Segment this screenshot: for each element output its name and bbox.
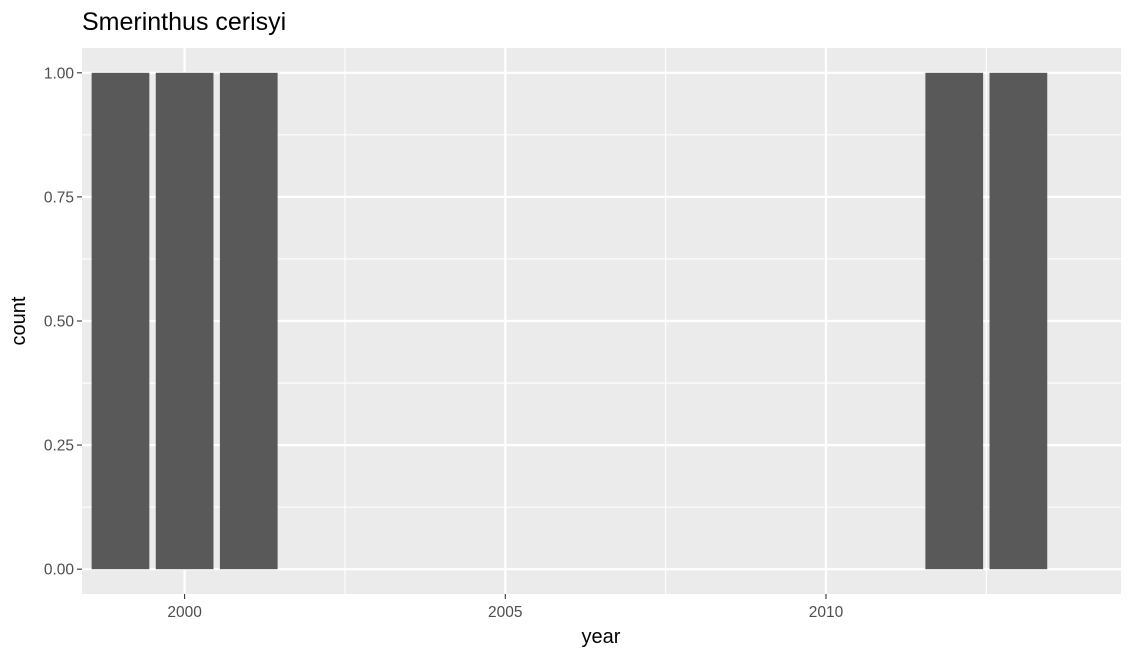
x-tick-label: 2010 (809, 604, 844, 621)
bar (219, 72, 278, 570)
y-tick-label: 1.00 (44, 65, 75, 82)
x-tick-label: 2005 (488, 604, 522, 621)
bars (91, 72, 1048, 570)
y-tick-label: 0.25 (44, 438, 74, 455)
x-axis-title: year (582, 626, 621, 648)
x-axis: 2000 2005 2010 (167, 594, 844, 621)
y-tick-label: 0.50 (44, 314, 75, 331)
x-tick-label: 2000 (167, 604, 202, 621)
chart-title: Smerinthus cerisyi (82, 8, 286, 36)
bar (155, 72, 214, 570)
bar (925, 72, 984, 570)
y-axis-title: count (8, 296, 30, 345)
y-axis: 0.00 0.25 0.50 0.75 1.00 (44, 65, 82, 579)
y-tick-label: 0.00 (44, 562, 75, 579)
y-tick-label: 0.75 (44, 189, 74, 206)
bar (989, 72, 1048, 570)
bar (91, 72, 150, 570)
